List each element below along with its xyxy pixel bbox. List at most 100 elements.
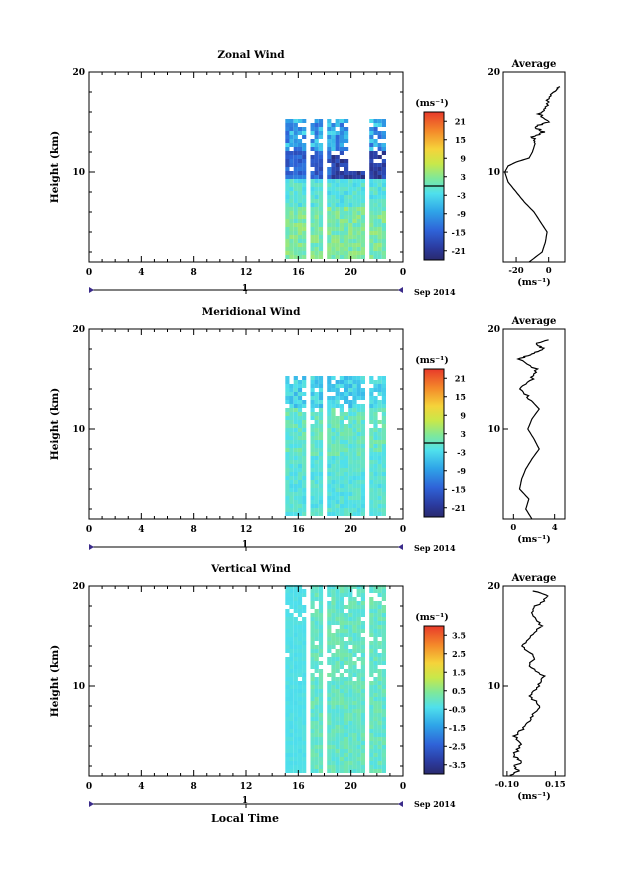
heatmap-cell xyxy=(377,235,382,239)
heatmap-cell xyxy=(344,207,349,211)
heatmap-cell xyxy=(314,416,319,420)
heatmap-cell xyxy=(318,769,324,773)
heatmap-cell xyxy=(289,633,294,637)
heatmap-cell xyxy=(302,496,307,500)
heatmap-cell xyxy=(318,689,324,693)
heatmap-cell xyxy=(377,392,382,396)
heatmap-cell xyxy=(310,512,315,516)
heatmap-cell xyxy=(289,247,294,251)
heatmap-cell xyxy=(314,609,319,613)
heatmap-cell xyxy=(381,400,386,404)
heatmap-cell xyxy=(348,500,353,504)
heatmap-cell xyxy=(310,705,315,709)
heatmap-cell xyxy=(297,637,303,641)
heatmap-cell xyxy=(327,725,332,729)
heatmap-cell xyxy=(331,179,336,183)
heatmap-cell xyxy=(381,195,386,199)
heatmap-cell xyxy=(369,685,374,689)
heatmap-cell xyxy=(369,512,374,516)
heatmap-cell xyxy=(289,637,294,641)
heatmap-cell xyxy=(314,163,319,167)
heatmap-cell xyxy=(339,223,344,227)
heatmap-cell xyxy=(344,488,349,492)
heatmap-cell xyxy=(331,251,336,255)
heatmap-cell xyxy=(331,729,336,733)
heatmap-cell xyxy=(348,388,353,392)
heatmap-cell xyxy=(381,713,386,717)
heatmap-cell xyxy=(314,392,319,396)
heatmap-cell xyxy=(352,384,357,388)
heatmap-cell xyxy=(369,601,374,605)
heatmap-cell xyxy=(302,721,307,725)
heatmap-cell xyxy=(369,605,374,609)
heatmap-cell xyxy=(285,424,290,428)
heatmap-cell xyxy=(285,452,290,456)
heatmap-cell xyxy=(310,709,315,713)
heatmap-cell xyxy=(381,392,386,396)
heatmap-cell xyxy=(302,673,307,677)
heatmap-cell xyxy=(352,424,357,428)
heatmap-cell xyxy=(344,633,349,637)
heatmap-cell xyxy=(331,171,336,175)
heatmap-cell xyxy=(310,589,315,593)
heatmap-cell xyxy=(331,131,336,135)
heatmap-cell xyxy=(289,685,294,689)
heatmap-cell xyxy=(327,231,332,235)
heatmap-cell xyxy=(339,472,344,476)
heatmap-cell xyxy=(344,179,349,183)
heatmap-cell xyxy=(348,424,353,428)
heatmap-cell xyxy=(339,769,344,773)
heatmap-cell xyxy=(331,223,336,227)
heatmap-cell xyxy=(339,685,344,689)
heatmap-cell xyxy=(360,476,365,480)
heatmap-cell xyxy=(327,625,332,629)
heatmap-cell xyxy=(327,701,332,705)
heatmap-cell xyxy=(356,669,361,673)
heatmap-cell xyxy=(310,231,315,235)
heatmap-cell xyxy=(335,159,340,163)
heatmap-cell xyxy=(331,709,336,713)
heatmap-cell xyxy=(335,593,340,597)
heatmap-cell xyxy=(314,504,319,508)
heatmap-cell xyxy=(356,765,361,769)
heatmap-cell xyxy=(356,500,361,504)
heatmap-cell xyxy=(297,203,303,207)
heatmap-cell xyxy=(285,601,290,605)
y-axis-label: Height (km) xyxy=(49,645,61,717)
heatmap-cell xyxy=(339,159,344,163)
heatmap-cell xyxy=(356,239,361,243)
heatmap-cell xyxy=(310,665,315,669)
heatmap-cell xyxy=(339,504,344,508)
heatmap-cell xyxy=(344,227,349,231)
heatmap-cell xyxy=(339,135,344,139)
heatmap-cell xyxy=(369,183,374,187)
heatmap-cell xyxy=(344,392,349,396)
heatmap-cell xyxy=(335,179,340,183)
heatmap-cell xyxy=(285,645,290,649)
heatmap-cell xyxy=(356,179,361,183)
heatmap-cell xyxy=(344,585,349,589)
heatmap-cell xyxy=(381,235,386,239)
heatmap-cell xyxy=(381,508,386,512)
heatmap-cell xyxy=(302,203,307,207)
heatmap-cell xyxy=(310,769,315,773)
heatmap-cell xyxy=(293,488,298,492)
heatmap-cell xyxy=(331,187,336,191)
heatmap-cell xyxy=(360,380,365,384)
heatmap-cell xyxy=(318,452,324,456)
heatmap-cell xyxy=(297,601,303,605)
heatmap-cell xyxy=(335,637,340,641)
heatmap-cell xyxy=(344,689,349,693)
heatmap-cell xyxy=(318,376,324,380)
heatmap-cell xyxy=(331,243,336,247)
heatmap-cell xyxy=(297,404,303,408)
heatmap-cell xyxy=(344,677,349,681)
heatmap-cell xyxy=(285,729,290,733)
heatmap-cell xyxy=(285,725,290,729)
heatmap-cell xyxy=(377,629,382,633)
heatmap-cell xyxy=(310,227,315,231)
heatmap-cell xyxy=(285,247,290,251)
heatmap-cell xyxy=(331,147,336,151)
